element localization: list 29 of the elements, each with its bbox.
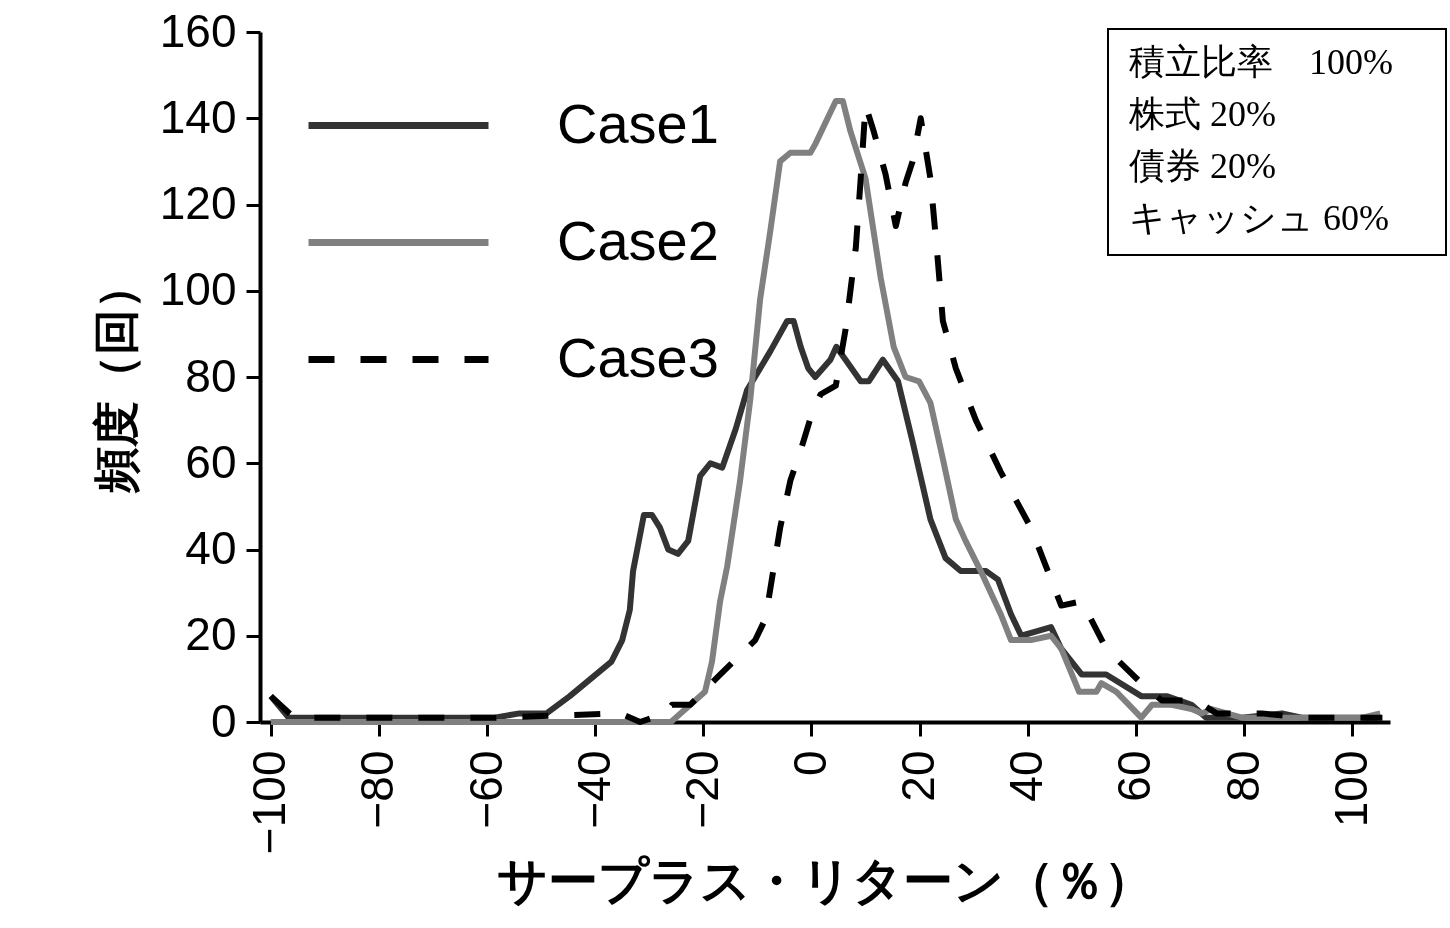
y-tick-label: 40 <box>185 522 237 574</box>
x-tick-label: 80 <box>1216 750 1269 802</box>
x-tick-label: 60 <box>1108 750 1161 802</box>
x-tick-label: −60 <box>459 750 512 829</box>
y-tick-label: 160 <box>159 4 237 57</box>
x-tick-label: −20 <box>675 750 728 829</box>
annotation: 積立比率 100% <box>1129 41 1394 84</box>
y-tick-label: 80 <box>185 349 237 402</box>
annotation: 債券 20% <box>1129 145 1277 188</box>
y-axis-title: 頻度（回） <box>88 262 143 494</box>
x-tick-label: 0 <box>783 750 836 777</box>
y-tick-label: 100 <box>159 263 237 316</box>
x-axis-title: サープラス・リターン（％） <box>497 852 1154 911</box>
legend-label: Case3 <box>557 325 719 389</box>
y-tick-label: 60 <box>185 435 237 488</box>
x-tick-label: 20 <box>892 750 945 802</box>
annotation: キャッシュ 60% <box>1129 197 1390 240</box>
legend-label: Case2 <box>557 208 719 272</box>
y-tick-label: 120 <box>159 177 237 229</box>
x-tick-label: −40 <box>567 750 620 829</box>
x-tick-label: −80 <box>351 750 404 829</box>
annotation: 株式 20% <box>1129 93 1277 136</box>
x-tick-label: 100 <box>1324 750 1377 828</box>
y-tick-label: 0 <box>210 694 237 747</box>
x-tick-label: −100 <box>243 750 296 855</box>
x-tick-label: 40 <box>1000 750 1053 802</box>
legend-label: Case1 <box>557 91 719 155</box>
y-tick-label: 20 <box>185 608 237 661</box>
y-tick-label: 140 <box>159 90 237 143</box>
